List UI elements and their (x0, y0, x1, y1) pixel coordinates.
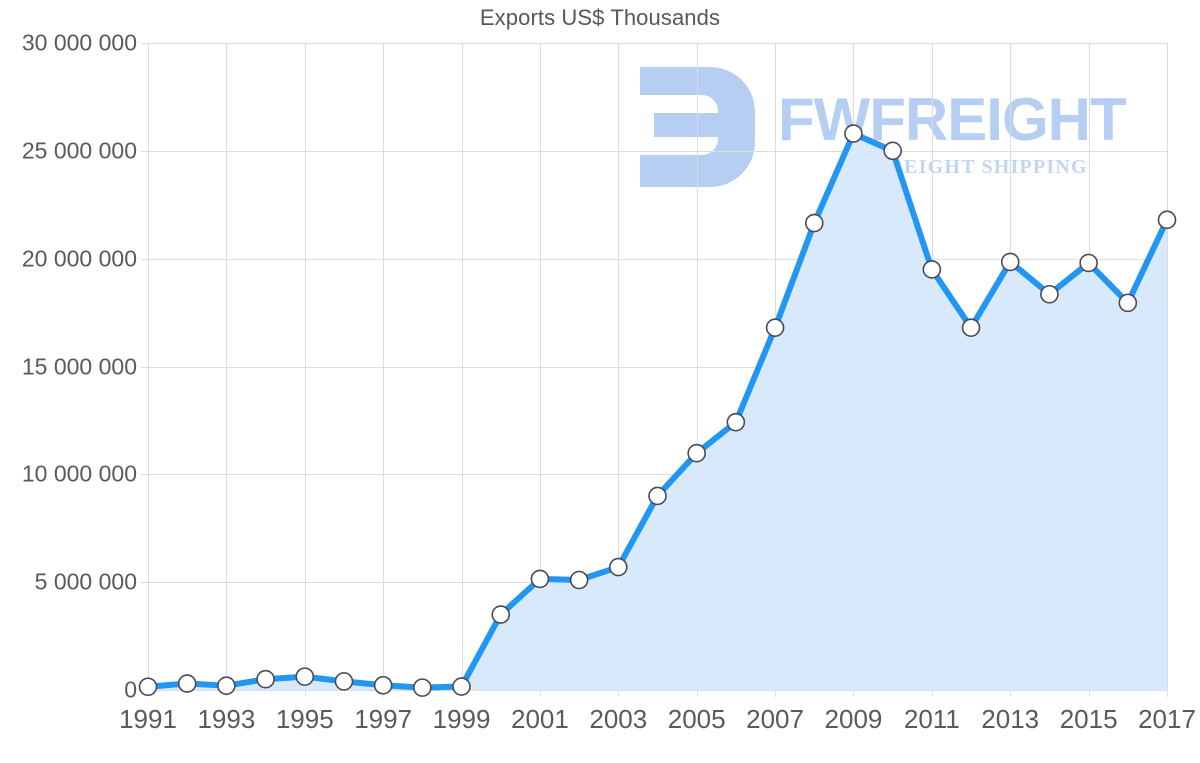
x-axis-tick-label: 2015 (1059, 704, 1118, 734)
x-axis-tick-label: 2011 (903, 704, 960, 734)
x-axis-tick-label: 2007 (746, 704, 804, 734)
data-point-marker[interactable]: 2004: 9000000 (648, 486, 667, 506)
x-axis-tick-label: 1993 (197, 704, 256, 734)
data-point-marker[interactable]: 2005: 10980000 (687, 443, 706, 463)
y-axis-tick-label: 20 000 000 (21, 245, 137, 272)
x-axis-tick-label: 2009 (824, 704, 883, 734)
data-point-marker[interactable]: 2016: 17950000 (1118, 293, 1138, 313)
data-point-marker[interactable]: 2011: 19500000 (922, 260, 942, 279)
y-axis-tick-label: 15 000 000 (21, 353, 137, 379)
data-point-marker[interactable]: 1996: 400000 (334, 672, 354, 691)
chart-title: Exports US$ Thousands (479, 5, 721, 30)
data-point-marker[interactable]: 1998: 110000 (413, 678, 432, 697)
data-point-marker[interactable]: 2006: 12420000 (726, 412, 746, 432)
data-point-marker[interactable]: 1995: 620000 (295, 667, 315, 686)
y-axis-tick-label: 10 000 000 (21, 460, 137, 487)
y-axis-tick-label: 0 (124, 676, 137, 703)
x-axis-tick-label: 1991 (119, 704, 177, 734)
x-axis-tick-label: 2005 (667, 704, 726, 734)
x-axis-tick-label: 1997 (354, 704, 413, 734)
series-area (148, 133, 1167, 690)
x-axis-tick-label: 2013 (981, 704, 1040, 734)
data-point-marker[interactable]: 2013: 19850000 (1000, 252, 1020, 272)
data-point-marker[interactable]: 2003: 5700000 (609, 557, 628, 577)
data-point-marker[interactable]: 2015: 19800000 (1079, 253, 1098, 273)
data-point-marker[interactable]: 2007: 16800000 (765, 318, 785, 337)
data-point-marker[interactable]: 1999: 160000 (452, 677, 471, 696)
data-point-marker[interactable]: 1997: 220000 (373, 675, 393, 695)
data-point-marker[interactable]: 2002: 5100000 (569, 570, 589, 590)
data-point-marker[interactable]: 2014: 18350000 (1040, 284, 1059, 304)
data-point-marker[interactable]: 2008: 21650000 (804, 213, 824, 233)
y-axis-tick-label: 5 000 000 (34, 568, 137, 595)
x-axis-tick-label: 2017 (1138, 704, 1196, 734)
data-point-marker[interactable]: 2017: 21800000 (1157, 210, 1177, 230)
x-axis-tick-label: 1999 (432, 704, 491, 734)
data-point-marker[interactable]: 2001: 5150000 (530, 569, 550, 589)
y-axis-tick-label: 30 000 000 (21, 29, 137, 56)
data-point-marker[interactable]: 2012: 16800000 (961, 318, 981, 337)
x-axis-tick-label: 2003 (589, 704, 648, 734)
area-fill (148, 133, 1167, 690)
data-point-marker[interactable]: 2009: 25800000 (844, 124, 863, 143)
x-axis-tick-label: 2001 (511, 704, 569, 734)
x-axis-tick-label: 1995 (275, 704, 334, 734)
y-axis-tick-label: 25 000 000 (21, 137, 137, 164)
